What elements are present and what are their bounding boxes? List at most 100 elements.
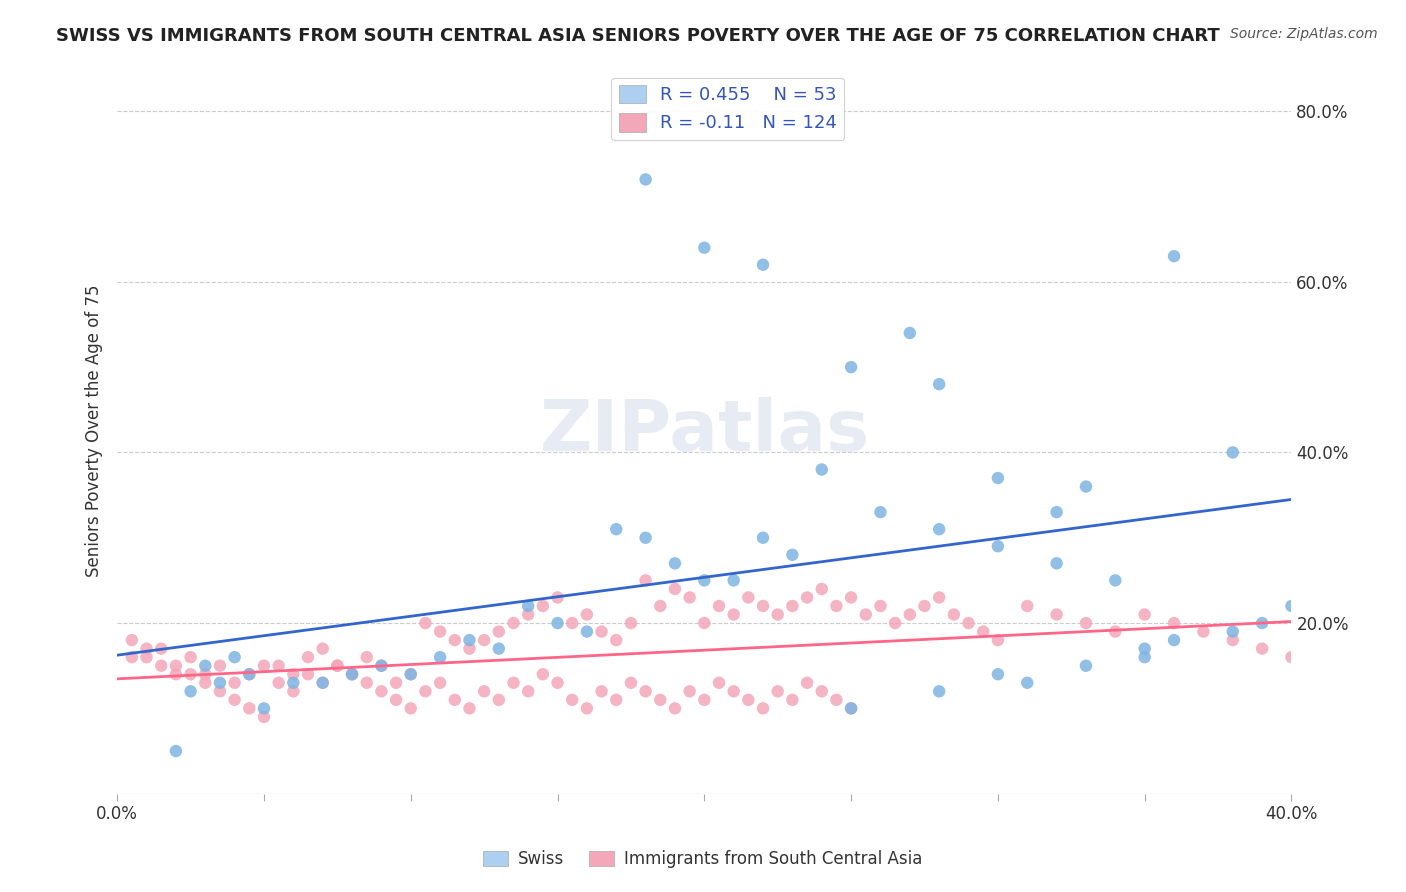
Text: Source: ZipAtlas.com: Source: ZipAtlas.com [1230,27,1378,41]
Point [267,675,290,690]
Point [1281,650,1303,665]
Point [150,641,173,656]
Point [165,658,187,673]
Point [605,522,627,536]
Point [312,641,335,656]
Point [707,675,730,690]
Point [399,667,422,681]
Point [283,684,305,698]
Point [517,684,540,698]
Point [1017,675,1039,690]
Point [180,667,202,681]
Point [839,701,862,715]
Point [634,531,657,545]
Point [839,360,862,375]
Point [679,591,702,605]
Y-axis label: Seniors Poverty Over the Age of 75: Seniors Poverty Over the Age of 75 [86,285,103,577]
Point [1133,650,1156,665]
Point [782,693,804,707]
Point [1222,624,1244,639]
Point [1309,607,1331,622]
Point [1281,599,1303,613]
Point [723,607,745,622]
Point [987,471,1010,485]
Legend: R = 0.455    N = 53, R = -0.11   N = 124: R = 0.455 N = 53, R = -0.11 N = 124 [612,78,844,140]
Point [752,701,775,715]
Point [693,693,716,707]
Point [135,641,157,656]
Point [679,684,702,698]
Point [312,675,335,690]
Point [326,658,349,673]
Point [561,693,583,707]
Point [664,582,686,596]
Point [884,615,907,630]
Point [737,591,759,605]
Point [575,607,598,622]
Point [693,574,716,588]
Point [1133,641,1156,656]
Point [766,684,789,698]
Point [782,599,804,613]
Point [1163,633,1185,648]
Point [238,667,260,681]
Point [517,599,540,613]
Point [547,675,569,690]
Point [415,615,437,630]
Point [1074,658,1097,673]
Point [121,633,143,648]
Point [1104,574,1126,588]
Point [766,607,789,622]
Point [928,522,950,536]
Point [429,650,451,665]
Point [810,582,832,596]
Point [914,599,936,613]
Point [928,591,950,605]
Point [356,650,378,665]
Point [987,539,1010,553]
Point [839,591,862,605]
Point [488,624,510,639]
Point [253,710,276,724]
Point [634,684,657,698]
Point [693,615,716,630]
Point [1222,445,1244,459]
Point [238,701,260,715]
Point [898,607,921,622]
Point [399,667,422,681]
Point [340,667,363,681]
Point [839,701,862,715]
Point [664,701,686,715]
Point [707,599,730,613]
Point [1045,607,1067,622]
Point [194,667,217,681]
Point [1251,641,1274,656]
Point [135,650,157,665]
Point [180,684,202,698]
Point [1222,633,1244,648]
Point [1368,624,1391,639]
Point [531,667,554,681]
Point [253,701,276,715]
Point [488,693,510,707]
Point [121,650,143,665]
Point [575,624,598,639]
Point [1398,641,1406,656]
Point [253,658,276,673]
Point [752,531,775,545]
Point [620,675,643,690]
Point [531,599,554,613]
Text: SWISS VS IMMIGRANTS FROM SOUTH CENTRAL ASIA SENIORS POVERTY OVER THE AGE OF 75 C: SWISS VS IMMIGRANTS FROM SOUTH CENTRAL A… [56,27,1220,45]
Point [1339,615,1361,630]
Point [443,693,465,707]
Point [340,667,363,681]
Point [898,326,921,340]
Point [297,650,319,665]
Point [1133,607,1156,622]
Point [370,658,392,673]
Point [605,693,627,707]
Point [472,633,495,648]
Point [458,701,481,715]
Point [591,624,613,639]
Point [1045,505,1067,519]
